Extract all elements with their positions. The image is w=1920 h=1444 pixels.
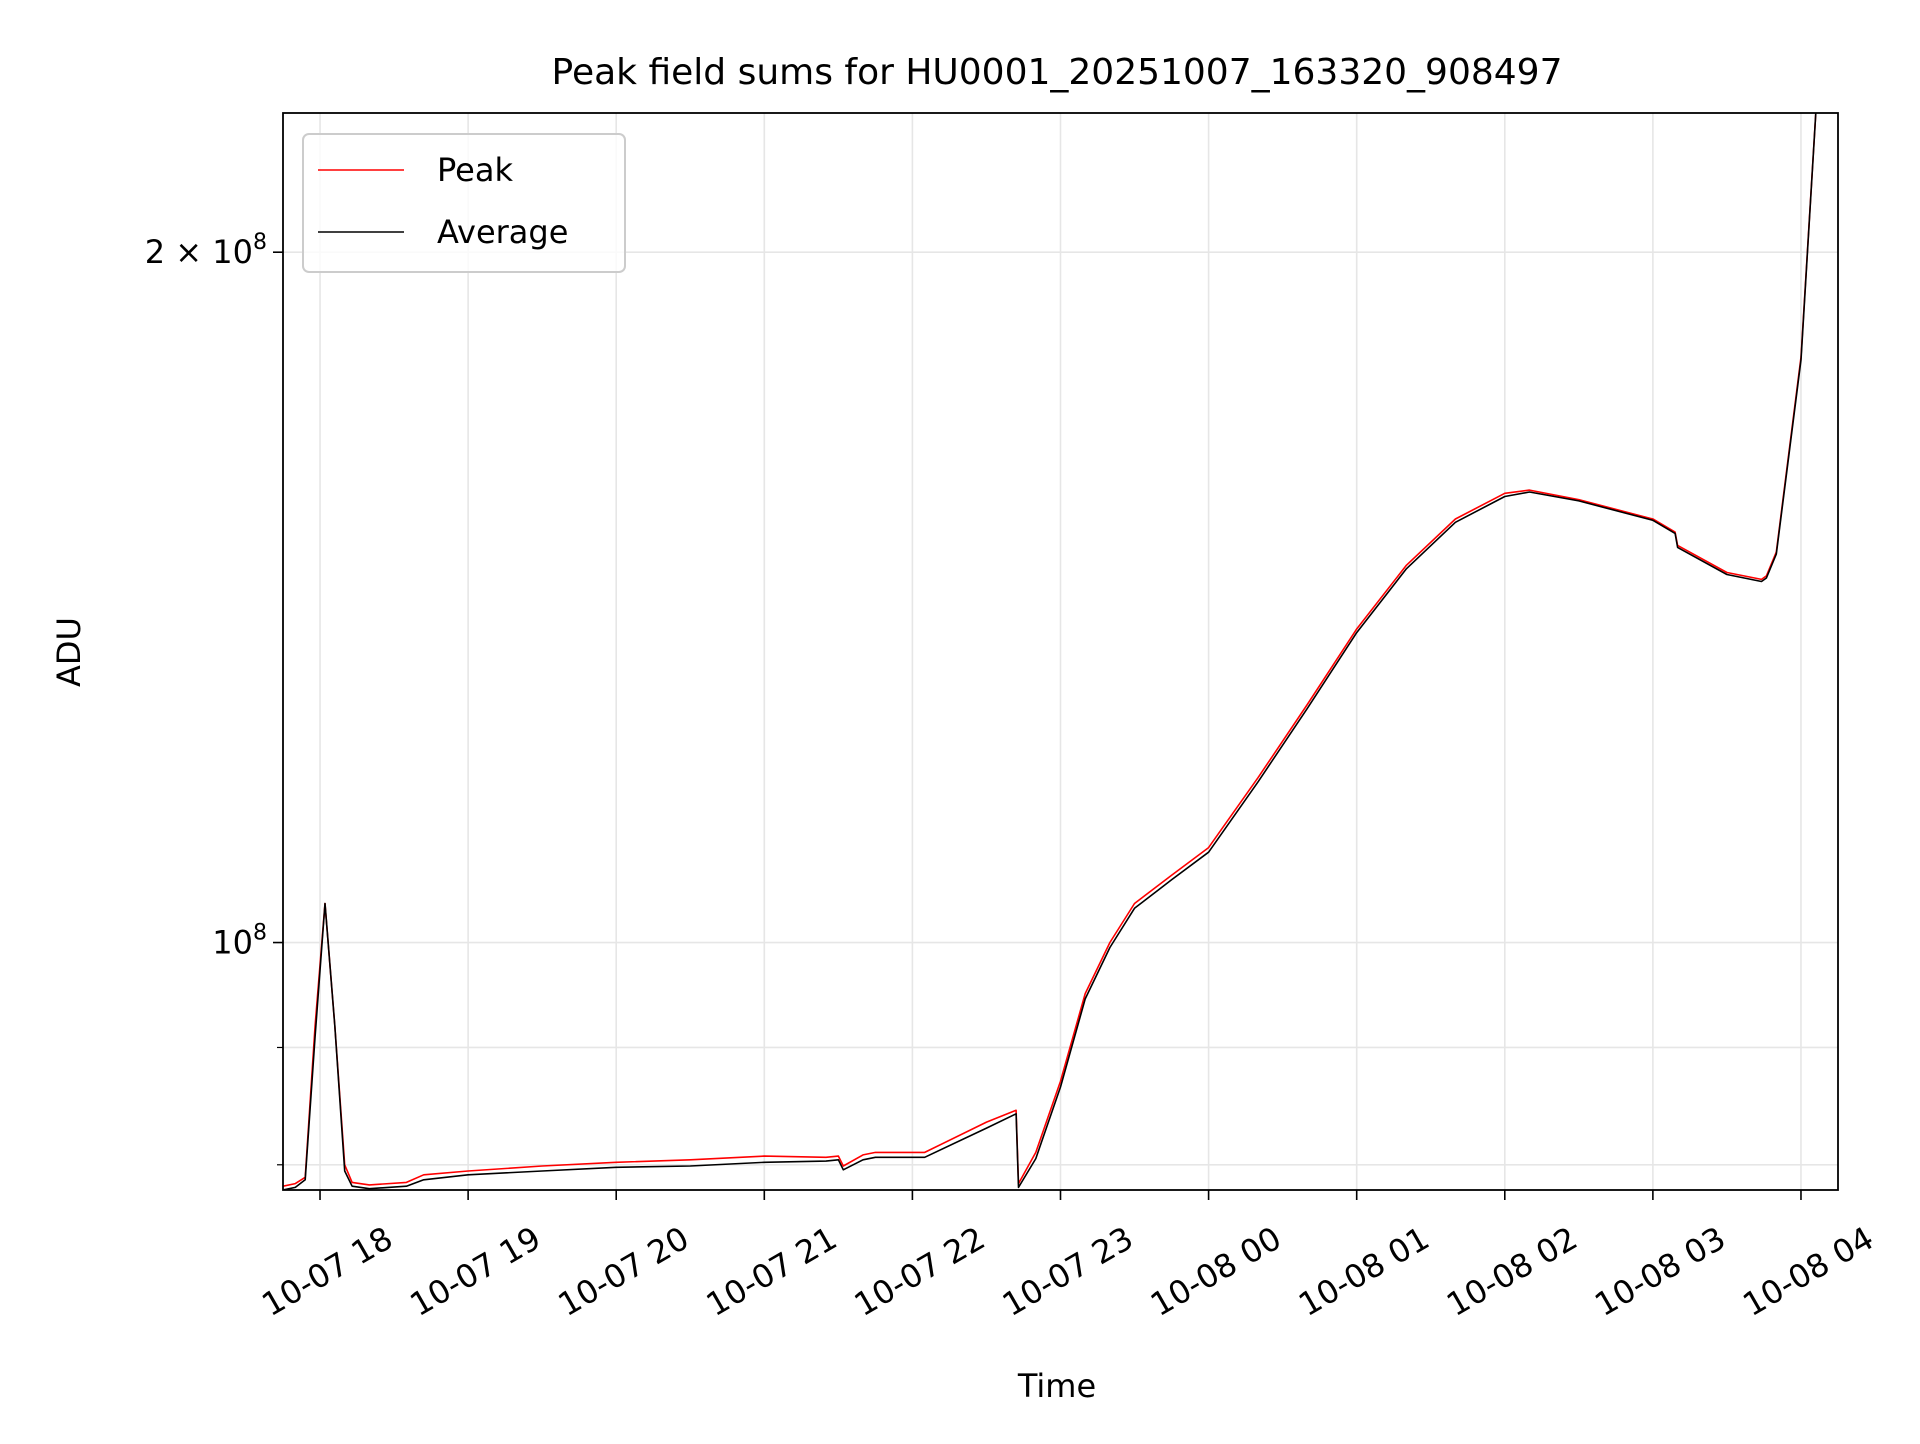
legend-label-average: Average xyxy=(437,213,568,251)
y-tick-label: 2 × 108 xyxy=(145,230,267,271)
x-axis-label: Time xyxy=(1017,1367,1096,1405)
series-line-average xyxy=(283,113,1817,1190)
legend: Peak Average xyxy=(302,133,626,273)
y-axis-label: ADU xyxy=(50,617,88,687)
chart-title: Peak field sums for HU0001_20251007_1633… xyxy=(552,52,1563,93)
legend-frame xyxy=(302,133,626,273)
legend-label-peak: Peak xyxy=(437,151,513,189)
y-tick-label: 108 xyxy=(212,921,267,962)
